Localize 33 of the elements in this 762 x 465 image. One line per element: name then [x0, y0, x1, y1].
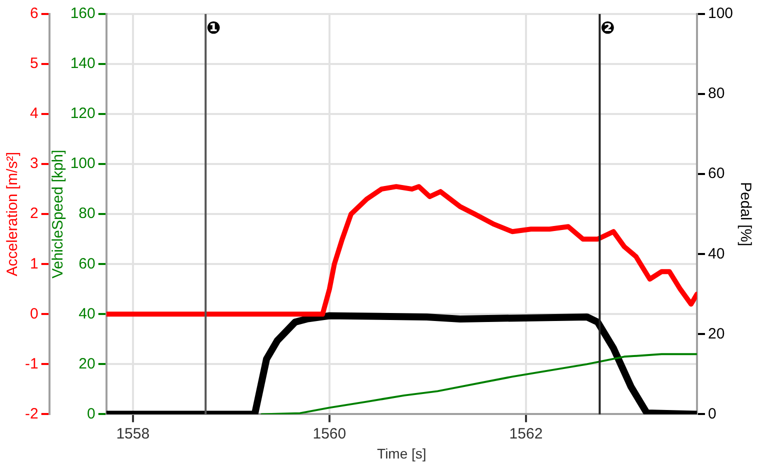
- y3-tick-label: 4: [30, 105, 38, 122]
- y3-tick-label: -2: [24, 405, 38, 422]
- y3-tick-label: 2: [30, 205, 38, 222]
- y-tick-label: 160: [70, 5, 96, 22]
- y2-axis-title: Pedal [%]: [736, 182, 754, 246]
- y3-tick-label: 1: [30, 255, 38, 272]
- y3-tick-label: 6: [30, 5, 38, 22]
- x-tick-label: 1558: [116, 425, 150, 442]
- y2-tick-label: 40: [708, 245, 725, 262]
- y3-tick-label: 5: [30, 55, 38, 72]
- y-tick-label: 120: [70, 105, 96, 122]
- y3-axis-title: Acceleration [m/s²]: [4, 152, 22, 276]
- y-tick-label: 40: [78, 305, 96, 322]
- x-tick-label: 1560: [312, 425, 346, 442]
- ref-line-label: ❷: [600, 18, 615, 38]
- x-axis-title: Time [s]: [377, 445, 426, 462]
- y-tick-label: 100: [70, 155, 96, 172]
- y-tick-label: 60: [78, 255, 96, 272]
- y3-tick-label: 3: [30, 155, 38, 172]
- y2-tick-label: 0: [708, 405, 716, 422]
- y3-tick-label: 0: [30, 305, 38, 322]
- y2-tick-label: 80: [708, 85, 725, 102]
- y-tick-label: 140: [70, 55, 96, 72]
- y2-tick-label: 100: [708, 5, 734, 22]
- ref-line-label: ❶: [206, 18, 221, 38]
- y3-tick-label: -1: [24, 355, 38, 372]
- y2-tick-label: 20: [708, 325, 725, 342]
- y-tick-label: 80: [78, 205, 96, 222]
- y-axis-title: VehicleSpeed [kph]: [49, 150, 66, 278]
- y-tick-label: 20: [78, 355, 96, 372]
- x-tick-label: 1562: [509, 425, 543, 442]
- y-tick-label: 0: [87, 405, 96, 422]
- y2-tick-label: 60: [708, 165, 725, 182]
